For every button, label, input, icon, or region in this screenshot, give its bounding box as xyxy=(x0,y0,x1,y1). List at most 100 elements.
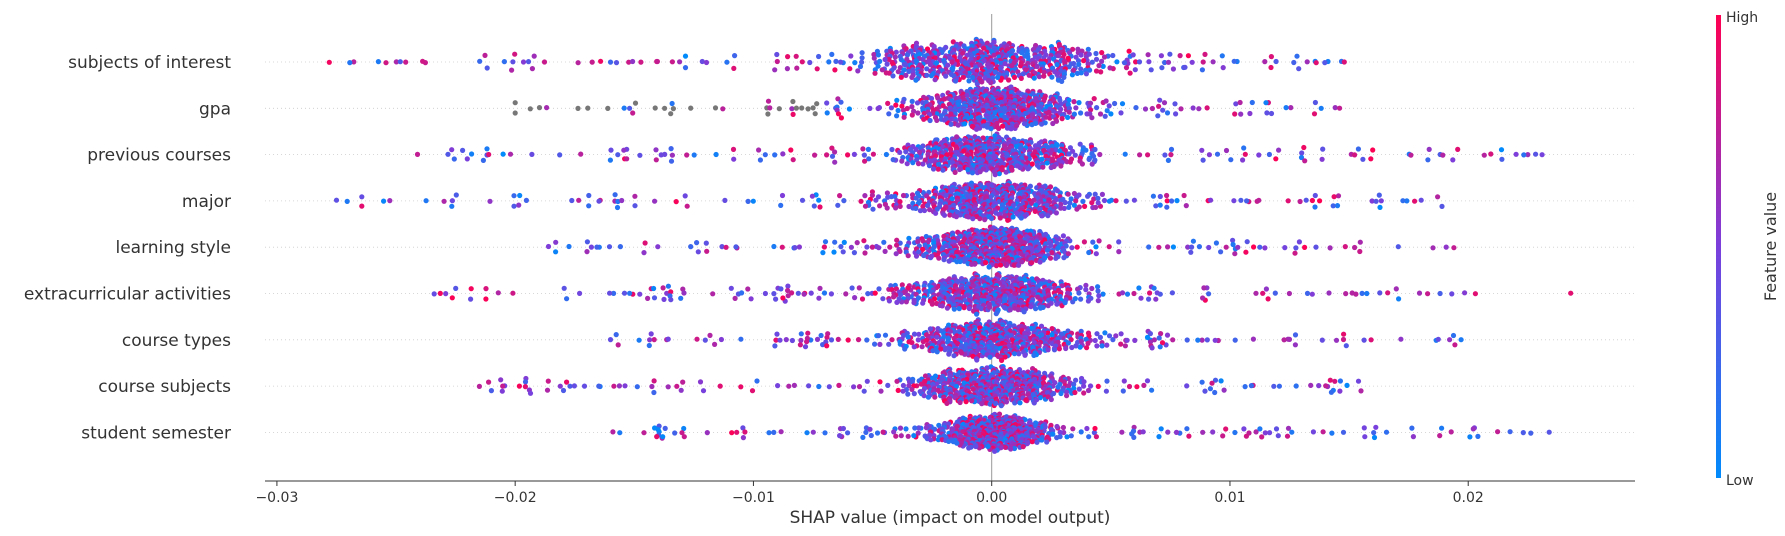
shap-point xyxy=(875,52,882,58)
shap-point xyxy=(651,285,657,292)
shap-point xyxy=(745,286,751,292)
shap-point xyxy=(884,61,890,67)
shap-point xyxy=(1309,197,1315,204)
shap-point xyxy=(1102,113,1108,119)
shap-point xyxy=(1087,67,1093,73)
shap-point xyxy=(892,54,898,60)
shap-point xyxy=(799,105,805,111)
shap-point xyxy=(495,290,501,296)
shap-point xyxy=(1335,193,1342,199)
shap-point xyxy=(941,117,948,123)
shap-point xyxy=(1447,337,1453,343)
shap-point xyxy=(970,386,976,392)
shap-point xyxy=(453,192,459,198)
shap-point xyxy=(871,55,877,61)
shap-point xyxy=(1073,105,1079,111)
shap-point xyxy=(858,198,864,204)
shap-point xyxy=(1092,146,1098,153)
shap-point xyxy=(948,71,955,77)
shap-point xyxy=(801,291,807,297)
shap-point xyxy=(1146,244,1152,250)
shap-point xyxy=(909,104,915,110)
shap-point xyxy=(903,72,909,78)
shap-point xyxy=(1440,152,1446,158)
shap-point xyxy=(724,59,730,65)
shap-point xyxy=(883,151,890,158)
shap-point xyxy=(1018,60,1024,66)
shap-point xyxy=(584,239,591,245)
shap-point xyxy=(1086,51,1092,57)
shap-point xyxy=(895,107,901,114)
shap-point xyxy=(627,105,633,111)
shap-point xyxy=(1123,198,1129,204)
shap-point xyxy=(576,197,582,203)
shap-point xyxy=(790,157,796,163)
shap-point xyxy=(511,203,517,209)
shap-point xyxy=(1092,337,1098,344)
shap-point xyxy=(897,149,903,155)
shap-point xyxy=(1418,197,1424,203)
shap-point xyxy=(859,296,866,302)
shap-point xyxy=(1022,352,1028,358)
shap-point xyxy=(1412,198,1418,204)
shap-point xyxy=(762,152,768,158)
shap-point xyxy=(948,121,954,127)
shap-point xyxy=(955,372,961,378)
shap-point xyxy=(875,194,882,200)
shap-point xyxy=(882,248,888,254)
shap-point xyxy=(1333,337,1340,343)
shap-point xyxy=(832,239,838,245)
shap-point xyxy=(1332,105,1338,111)
shap-point xyxy=(1244,198,1250,204)
shap-point xyxy=(510,290,516,296)
shap-point xyxy=(1352,152,1358,158)
shap-point xyxy=(846,106,853,112)
shap-point xyxy=(1149,105,1155,112)
shap-point xyxy=(1065,55,1071,61)
shap-point xyxy=(730,146,737,152)
shap-point xyxy=(594,244,600,250)
shap-point xyxy=(882,56,888,63)
shap-point xyxy=(927,207,933,213)
shap-point xyxy=(731,65,737,71)
shap-point xyxy=(483,286,489,292)
shap-point xyxy=(1031,75,1037,81)
shap-point xyxy=(920,161,926,167)
shap-point xyxy=(772,67,778,73)
shap-point xyxy=(359,203,365,209)
shap-point xyxy=(1232,251,1238,257)
shap-point xyxy=(872,70,878,76)
shap-point xyxy=(645,295,651,301)
shap-point xyxy=(1263,286,1269,292)
shap-point xyxy=(1330,203,1336,209)
shap-point xyxy=(822,239,829,245)
shap-point xyxy=(961,305,967,311)
shap-point xyxy=(974,357,980,363)
shap-point xyxy=(1073,343,1079,349)
shap-point xyxy=(933,60,940,66)
shap-point xyxy=(1138,295,1144,301)
shap-point xyxy=(1156,103,1162,109)
shap-point xyxy=(1408,152,1414,158)
shap-point xyxy=(1170,337,1176,343)
shap-point xyxy=(1078,70,1084,76)
shap-point xyxy=(1011,74,1018,80)
shap-point xyxy=(1023,67,1029,73)
shap-point xyxy=(1204,105,1210,111)
shap-point xyxy=(1190,238,1196,244)
shap-point xyxy=(553,239,559,245)
shap-point xyxy=(1089,59,1095,65)
shap-point xyxy=(966,78,972,84)
shap-point xyxy=(848,53,854,59)
shap-point xyxy=(1150,193,1156,199)
shap-point xyxy=(927,117,933,124)
shap-point xyxy=(1188,249,1194,255)
shap-point xyxy=(856,285,862,291)
shap-point xyxy=(1089,161,1095,167)
shap-point xyxy=(862,158,868,164)
shap-point xyxy=(869,244,876,250)
shap-point xyxy=(1146,59,1152,65)
shap-point xyxy=(875,63,881,69)
shap-point xyxy=(1145,52,1151,58)
shap-point xyxy=(586,203,592,209)
